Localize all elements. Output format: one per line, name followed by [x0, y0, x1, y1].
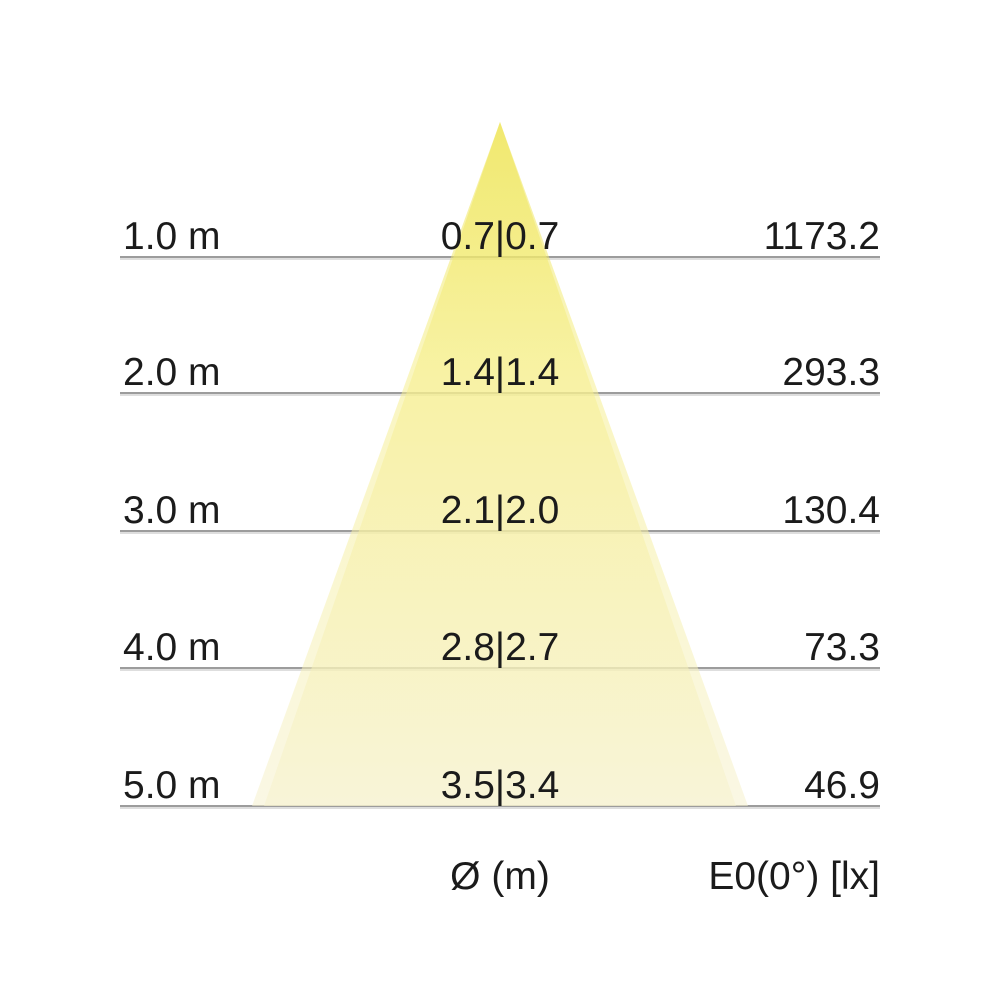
illuminance-value: 73.3	[804, 626, 880, 669]
axis-labels: Ø (m) E0(0°) [lx]	[120, 856, 880, 902]
beam-diameter-value: 2.1|2.0	[440, 489, 560, 532]
beam-diameter-value: 1.4|1.4	[440, 351, 560, 394]
row-4m: 4.0 m 2.8|2.7 73.3	[120, 622, 880, 667]
row-5m: 5.0 m 3.5|3.4 46.9	[120, 760, 880, 805]
row-2m: 2.0 m 1.4|1.4 293.3	[120, 347, 880, 392]
distance-label: 4.0 m	[123, 626, 221, 669]
illuminance-value: 130.4	[782, 489, 880, 532]
row-1m: 1.0 m 0.7|0.7 1173.2	[120, 211, 880, 256]
illuminance-value: 1173.2	[763, 215, 880, 258]
row-3m: 3.0 m 2.1|2.0 130.4	[120, 485, 880, 530]
distance-label: 5.0 m	[123, 764, 221, 807]
distance-label: 2.0 m	[123, 351, 221, 394]
illuminance-value: 46.9	[804, 764, 880, 807]
distance-label: 3.0 m	[123, 489, 221, 532]
diameter-axis-label: Ø (m)	[450, 855, 550, 898]
beam-diameter-value: 2.8|2.7	[440, 626, 560, 669]
beam-diameter-value: 3.5|3.4	[440, 764, 560, 807]
distance-label: 1.0 m	[123, 215, 221, 258]
illuminance-axis-label: E0(0°) [lx]	[708, 855, 880, 898]
distance-line-5m	[120, 805, 880, 807]
illuminance-value: 293.3	[782, 351, 880, 394]
